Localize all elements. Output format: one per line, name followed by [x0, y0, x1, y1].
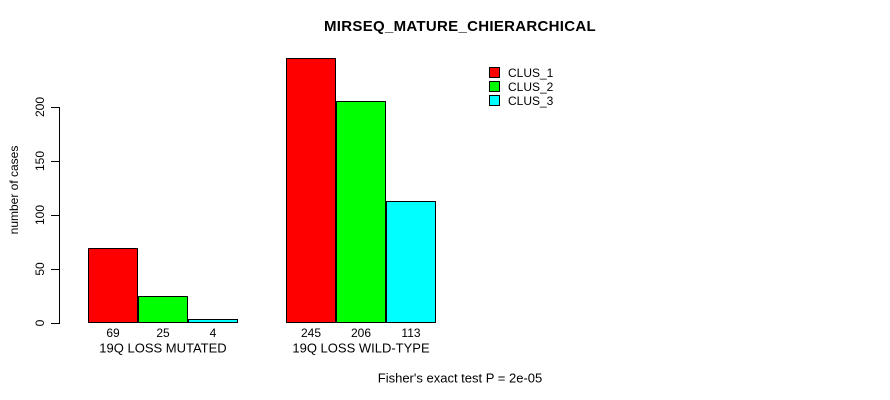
- bar-value-label: 4: [209, 326, 217, 340]
- legend-row: CLUS_2: [489, 79, 554, 94]
- bar-value-label: 69: [106, 326, 120, 340]
- bar-clus_2-1: [138, 296, 188, 323]
- legend-row: CLUS_3: [489, 93, 554, 108]
- footer-note: Fisher's exact test P = 2e-05: [377, 370, 543, 386]
- legend-row: CLUS_1: [489, 65, 554, 80]
- y-tick-label: 150: [33, 150, 47, 172]
- category-label: 19Q LOSS WILD-TYPE: [292, 340, 430, 356]
- y-tick-label: 200: [33, 96, 47, 118]
- bar-value-label: 206: [350, 326, 372, 340]
- legend-swatch-clus_2: [489, 81, 500, 92]
- y-tick-label: 50: [33, 262, 47, 276]
- legend-swatch-clus_3: [489, 95, 500, 106]
- bar-clus_1-2: [286, 58, 336, 323]
- bar-value-label: 245: [300, 326, 322, 340]
- legend-swatch-clus_1: [489, 67, 500, 78]
- y-tick-label: 100: [33, 204, 47, 226]
- y-axis-label: number of cases: [7, 145, 21, 235]
- bar-value-label: 113: [401, 326, 421, 340]
- y-axis-line: [59, 107, 60, 324]
- y-tick-mark: [51, 322, 59, 324]
- y-tick-label: 0: [33, 319, 47, 327]
- y-tick-mark: [51, 106, 59, 108]
- bar-clus_3-1: [188, 319, 238, 323]
- bar-clus_3-2: [386, 201, 436, 323]
- legend: CLUS_1 CLUS_2 CLUS_3: [489, 66, 553, 108]
- legend-label: CLUS_1: [508, 65, 554, 80]
- bar-value-label: 25: [156, 326, 170, 340]
- bar-clus_2-2: [336, 101, 386, 323]
- legend-label: CLUS_3: [508, 93, 554, 108]
- y-tick-mark: [51, 214, 59, 216]
- bar-clus_1-1: [88, 248, 138, 323]
- y-tick-mark: [51, 160, 59, 162]
- y-tick-mark: [51, 268, 59, 270]
- legend-label: CLUS_2: [508, 79, 554, 94]
- category-label: 19Q LOSS MUTATED: [99, 340, 227, 356]
- chart-title: MIRSEQ_MATURE_CHIERARCHICAL: [324, 18, 596, 35]
